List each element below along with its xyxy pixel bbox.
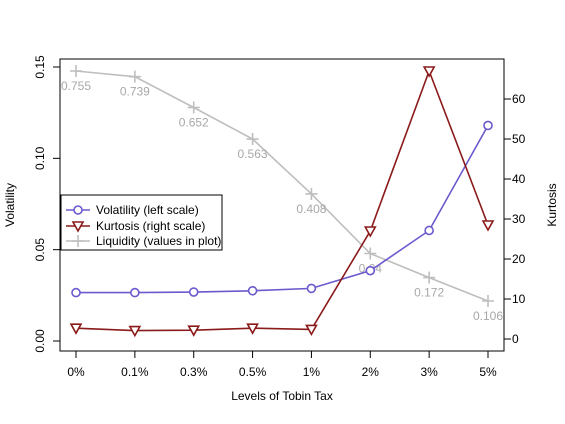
y-axis-left: 0.00 0.05 0.10 0.15 [33, 55, 61, 353]
volatility-point [424, 225, 434, 236]
liquidity-point [128, 70, 141, 83]
legend-label-kurtosis: Kurtosis (right scale) [96, 219, 205, 233]
liquidity-point [482, 295, 494, 307]
volatility-point [247, 285, 258, 296]
liquidity-value-label: 0.408 [296, 202, 326, 216]
kurtosis-line [75, 68, 489, 332]
x-tick-label: 2% [362, 365, 380, 379]
liquidity-value-label: 0.755 [61, 79, 91, 93]
liquidity-point [70, 65, 82, 77]
kurtosis-point [481, 220, 495, 232]
y-right-tick-label: 50 [512, 132, 526, 146]
x-axis: 0% 0.1% 0.3% 0.5% 1% 2% 3% 5% [67, 350, 497, 379]
y-right-tick-label: 40 [512, 172, 526, 186]
liquidity-point [246, 133, 259, 146]
y-left-tick-label: 0.15 [33, 55, 47, 79]
volatility-point [483, 120, 493, 131]
y-axis-right-title: Kurtosis [545, 183, 559, 226]
y-left-tick-label: 0.10 [33, 146, 47, 170]
legend-symbol-liquidity [72, 235, 84, 247]
y-right-tick-label: 0 [512, 332, 519, 346]
legend-symbol-kurtosis [71, 221, 85, 233]
x-tick-label: 0% [67, 365, 85, 379]
volatility-point [306, 283, 317, 294]
legend-label-liquidity: Liquidity (values in plot) [96, 234, 221, 248]
liquidity-point [423, 271, 436, 284]
liquidity-line [75, 70, 489, 302]
y-right-tick-label: 30 [512, 212, 526, 226]
volatility-point [71, 287, 81, 298]
y-axis-right: 0 10 20 30 40 50 60 [503, 92, 526, 346]
x-tick-label: 3% [420, 365, 438, 379]
liquidity-value-label: 0.172 [414, 286, 444, 300]
kurtosis-point [187, 325, 201, 337]
kurtosis-point [128, 325, 142, 338]
y-right-tick-label: 20 [512, 252, 526, 266]
volatility-point [188, 287, 199, 297]
y-left-tick-label: 0.05 [33, 238, 47, 262]
liquidity-value-label: 0.652 [179, 116, 209, 130]
liquidity-point [187, 101, 200, 114]
x-tick-label: 0.3% [180, 365, 208, 379]
liquidity-point [305, 187, 318, 200]
liquidity-value-label: 0.563 [238, 147, 268, 161]
volatility-point [365, 265, 376, 276]
volatility-line [76, 125, 489, 294]
liquidity-value-label: 0.739 [120, 85, 150, 99]
kurtosis-point [69, 323, 83, 335]
y-right-tick-label: 60 [512, 92, 526, 106]
legend-symbol-volatility [73, 205, 83, 215]
kurtosis-point [422, 66, 436, 78]
x-tick-label: 0.5% [239, 365, 267, 379]
kurtosis-point [363, 226, 377, 238]
y-axis-left-title: Volatility [3, 183, 17, 227]
x-tick-label: 1% [303, 365, 321, 379]
y-left-tick-label: 0.00 [33, 329, 47, 353]
liquidity-value-label: 0.106 [473, 309, 503, 323]
legend: Volatility (left scale) Kurtosis (right … [60, 194, 223, 251]
kurtosis-point [246, 323, 259, 335]
volatility-point [130, 287, 140, 298]
kurtosis-point [305, 324, 318, 337]
y-right-tick-label: 10 [512, 292, 526, 306]
x-axis-title: Levels of Tobin Tax [231, 389, 333, 403]
liquidity-point [364, 247, 377, 260]
legend-label-volatility: Volatility (left scale) [96, 203, 199, 217]
x-tick-label: 5% [479, 365, 497, 379]
x-tick-label: 0.1% [121, 365, 149, 379]
